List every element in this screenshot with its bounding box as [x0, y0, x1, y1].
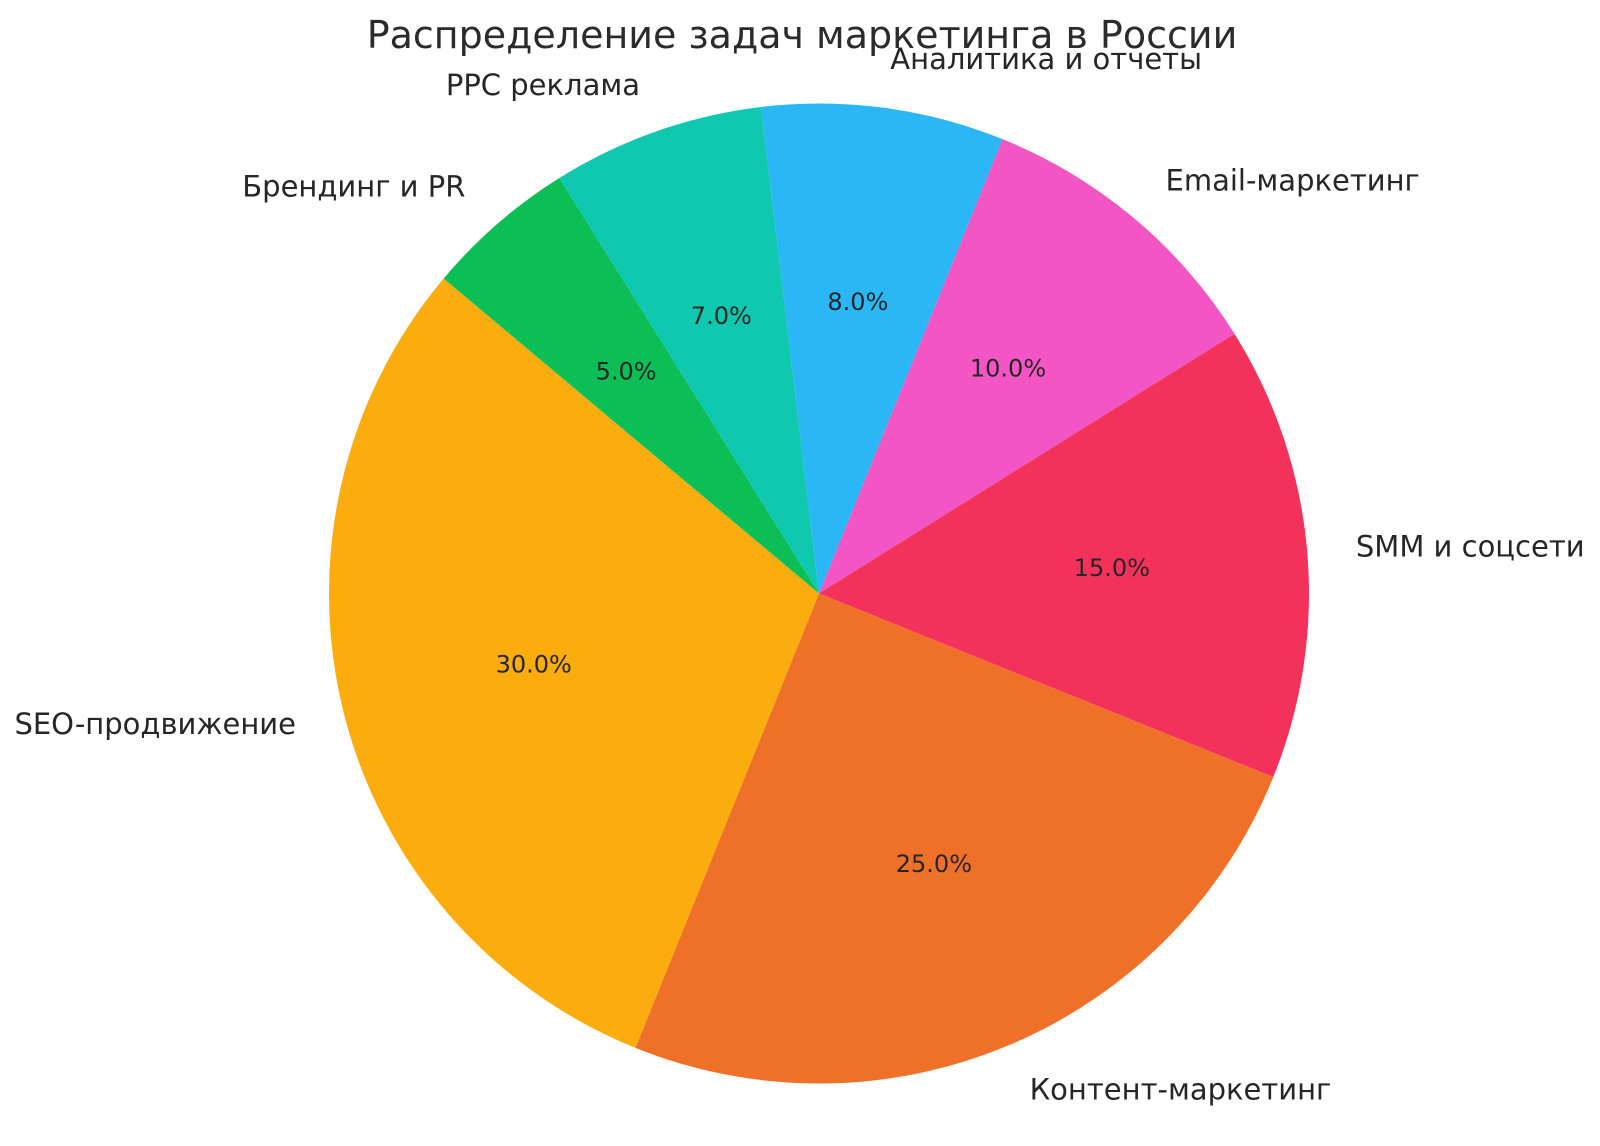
pie-slices: [328, 103, 1309, 1084]
slice-percent-label: 10.0%: [970, 354, 1046, 382]
slice-percent-label: 8.0%: [827, 288, 888, 316]
slice-percent-labels: 8.0% 10.0% 15.0% 25.0% 30.0% 5.0% 7.0%: [496, 288, 1150, 878]
pie-slice-4: [635, 593, 1274, 1084]
slice-percent-label: 7.0%: [691, 302, 752, 330]
slice-label: SEO-продвижение: [14, 707, 296, 741]
slice-labels: Аналитика и отчеты Email-маркетинг SMM и с…: [14, 42, 1585, 1107]
slice-label: PPC реклама: [446, 68, 640, 102]
slice-label: SMM и соцсети: [1356, 530, 1585, 564]
slice-percent-label: 30.0%: [496, 651, 572, 679]
slice-percent-label: 15.0%: [1074, 554, 1150, 582]
slice-label: Email-маркетинг: [1166, 164, 1420, 198]
pie-slice-5: [328, 278, 819, 1048]
slice-label: Брендинг и PR: [242, 170, 465, 204]
pie-slice-6: [443, 177, 819, 594]
slice-label: Контент-маркетинг: [1030, 1073, 1332, 1107]
pie-slice-3: [819, 333, 1309, 778]
slice-percent-label: 25.0%: [896, 850, 972, 878]
pie-slice-1: [760, 103, 1003, 594]
slice-percent-label: 5.0%: [596, 358, 657, 386]
chart-title: Распределение задач маркетинга в России: [367, 13, 1238, 57]
pie-slice-7: [559, 106, 819, 594]
slice-label: Аналитика и отчеты: [890, 42, 1202, 76]
pie-slice-2: [819, 139, 1235, 594]
